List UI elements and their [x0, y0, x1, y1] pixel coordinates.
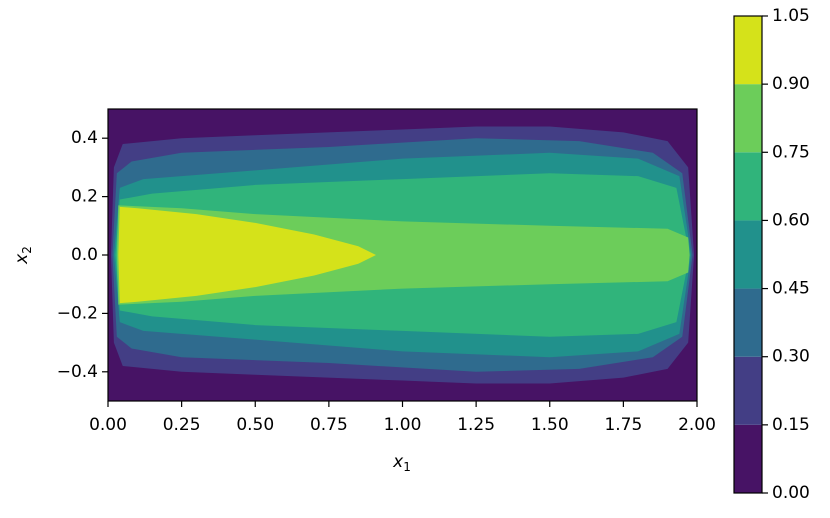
- colorbar-band: [734, 288, 762, 357]
- x-tick-label: 0.25: [163, 415, 201, 435]
- colorbar-tick-label: 0.75: [772, 142, 810, 162]
- colorbar-band: [734, 220, 762, 289]
- x-tick-label: 1.75: [604, 415, 642, 435]
- colorbar-tick-label: 0.30: [772, 347, 810, 367]
- colorbar-tick-label: 1.05: [772, 6, 810, 26]
- colorbar-tick-label: 0.15: [772, 415, 810, 435]
- colorbar-frame: [733, 15, 763, 494]
- y-tick-label: −0.4: [57, 362, 98, 382]
- x-tick-label: 1.50: [531, 415, 569, 435]
- x-tick-label: 0.75: [310, 415, 348, 435]
- y-tick-label: 0.4: [71, 128, 98, 148]
- colorbar-band: [734, 356, 762, 425]
- colorbar-tick-label: 0.00: [772, 483, 810, 503]
- contour-band: [118, 206, 376, 304]
- colorbar-band: [734, 84, 762, 153]
- y-tick-label: −0.2: [57, 303, 98, 323]
- colorbar-band: [734, 424, 762, 493]
- x-tick-label: 0.00: [89, 415, 127, 435]
- colorbar-tick-label: 0.45: [772, 279, 810, 299]
- x-tick-label: 0.50: [236, 415, 274, 435]
- x-label-base: x: [392, 452, 404, 472]
- colorbar-tick-label: 0.90: [772, 74, 810, 94]
- x-tick-label: 2.00: [678, 415, 716, 435]
- x-axis-label: x1: [392, 452, 411, 474]
- colorbar-band: [734, 16, 762, 85]
- y-tick-label: 0.2: [71, 187, 98, 207]
- colorbar-tick-label: 0.60: [772, 210, 810, 230]
- y-axis-label: x2: [12, 246, 34, 265]
- y-label-base: x: [12, 253, 32, 265]
- colorbar-band: [734, 152, 762, 221]
- x-tick-label: 1.25: [457, 415, 495, 435]
- x-label-sub: 1: [403, 460, 411, 474]
- y-tick-label: 0.0: [71, 245, 98, 265]
- x-tick-label: 1.00: [384, 415, 422, 435]
- y-label-sub: 2: [20, 246, 34, 254]
